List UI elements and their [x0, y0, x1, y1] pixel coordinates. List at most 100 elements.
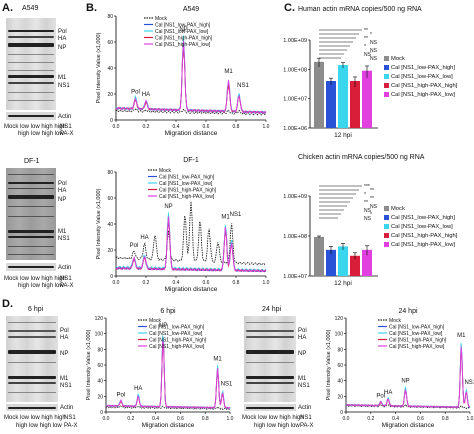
bar-y-tick-label: 1.00E+08 — [283, 234, 307, 240]
bar-0 — [314, 61, 324, 129]
d2-gel-label-ha: HA — [298, 335, 307, 341]
bar-legend-label-4: Cal [NS1_high-PAX_low] — [391, 242, 455, 248]
legend-label-1: Cal [NS1_low-PAX_high] — [159, 175, 215, 181]
x-tick-label: 1.0 — [227, 416, 234, 422]
y-tick-label: 40 — [337, 379, 343, 385]
gel-24hpi — [244, 316, 296, 402]
bar-2 — [338, 65, 348, 128]
y-tick-label: 60 — [107, 40, 113, 46]
y-tick-label: 0 — [100, 410, 103, 416]
gel-pax-row: PA-X — [60, 131, 74, 137]
legend-label-2: Cal [NS1_low-PAX_low] — [155, 29, 209, 35]
legend-label-4: Cal [NS1_high-PAX_low] — [389, 344, 445, 350]
d-gel-row1: Mock low low high high — [4, 415, 66, 421]
x-tick-label: 1.0 — [263, 124, 270, 130]
y-tick-label: 60 — [107, 196, 113, 202]
x-axis-label: Migration distance — [165, 286, 218, 293]
y-tick-label: 100 — [95, 332, 104, 338]
gel-df1 — [6, 168, 56, 260]
trace-chart-a549: A549 0 20 40 60 80 0.0 0.2 0.4 0.6 0.8 1.0 Migration… — [96, 6, 270, 137]
bar-1 — [326, 81, 336, 128]
trace-chart-6hpi: 6 hpi 0 20 40 60 80 100 120 0.0 0.2 0.4 0.6 0.8 1.0 Mi… — [86, 308, 234, 429]
panel-b-letter: B. — [86, 2, 97, 14]
legend-label-4: Cal [NS1_high-PAX_low] — [155, 42, 211, 48]
d-gel-label-actin: Actin — [60, 405, 74, 411]
peak-label-np: NP — [159, 323, 167, 329]
legend-label-3: Cal [NS1_high-PAX_high] — [159, 188, 217, 194]
d2-gel-row1: Mock low low high high — [242, 415, 304, 421]
bar-title-human: Human actin mRNA copies/500 ng RNA — [298, 6, 422, 13]
bar-3 — [350, 255, 360, 276]
y-tick-label: 80 — [97, 347, 103, 353]
peak-label-ns1: NS1 — [464, 380, 474, 386]
x-tick-label: 0.2 — [143, 280, 150, 286]
peak-label-m1: M1 — [457, 333, 466, 339]
gel-row1: Mock low low high high — [4, 124, 66, 130]
d2-gel-label-np: NP — [298, 351, 307, 357]
y-tick-label: 60 — [337, 363, 343, 369]
bar-title-chicken: Chicken actin mRNA copies/500 ng RNA — [298, 154, 425, 161]
trace-line-3 — [105, 342, 231, 409]
y-tick-label: 60 — [97, 363, 103, 369]
d2-gel-ns1-row: NS1 — [300, 415, 312, 421]
sig-label-6: NS — [364, 208, 372, 214]
panel-d-letter: D. — [2, 298, 13, 310]
legend-label-0: Mock — [149, 318, 161, 324]
x-tick-label: 0.2 — [127, 416, 134, 422]
legend-label-0: Mock — [389, 318, 401, 324]
sig-label-1: * — [370, 32, 372, 38]
y-tick-label: 120 — [95, 316, 104, 322]
peak-label-np: NP — [401, 378, 409, 384]
trace-line-1 — [115, 40, 267, 114]
x-axis-label: Migration distance — [382, 422, 435, 429]
gel-actin-df1 — [6, 263, 56, 271]
legend-label-2: Cal [NS1_low-PAX_low] — [149, 331, 203, 337]
sig-label-5: NS — [370, 204, 378, 210]
trace-line-4 — [345, 346, 471, 409]
gel-df1-label-m1: M1 — [58, 229, 67, 235]
trace-line-4 — [115, 216, 267, 273]
peak-label-ns1: NS1 — [237, 83, 249, 89]
legend-label-4: Cal [NS1_high-PAX_low] — [149, 344, 205, 350]
d2-gel-label-actin: Actin — [298, 405, 312, 411]
bar-legend-swatch-4 — [384, 242, 389, 247]
gel-df1-row2: high low high low — [18, 283, 64, 289]
sig-label-5: NS — [370, 48, 378, 54]
bar-legend-swatch-0 — [384, 56, 389, 61]
trace-line-0 — [105, 405, 230, 410]
y-tick-label: 100 — [335, 332, 344, 338]
trace-title: 6 hpi — [160, 308, 176, 315]
gel-df1-label-pol: Pol — [58, 181, 67, 187]
bar-legend-swatch-2 — [384, 74, 389, 79]
legend-label-1: Cal [NS1_low-PAX_high] — [155, 23, 211, 29]
x-tick-label: 0.4 — [392, 416, 399, 422]
y-tick-label: 40 — [107, 222, 113, 228]
trace-line-0 — [345, 404, 470, 409]
trace-line-4 — [115, 40, 267, 114]
bar-y-tick-label: 1.00E+06 — [283, 126, 307, 132]
bar-legend-swatch-2 — [384, 224, 389, 229]
bar-0 — [314, 236, 324, 276]
peak-label-pol: Pol — [131, 90, 140, 96]
trace-line-1 — [345, 344, 471, 409]
d-gel-row2: high low high low — [16, 423, 62, 429]
x-tick-label: 1.0 — [467, 416, 474, 422]
bar-legend-label-3: Cal [NS1_high-PAX_high] — [391, 83, 458, 89]
peak-label-np: NP — [164, 204, 172, 210]
bar-legend-label-3: Cal [NS1_high-PAX_high] — [391, 233, 458, 239]
x-tick-label: 1.0 — [263, 280, 270, 286]
y-tick-label: 120 — [335, 316, 344, 322]
trace-title: 24 hpi — [398, 308, 418, 315]
trace-line-3 — [115, 218, 267, 273]
y-tick-label: 80 — [107, 14, 113, 20]
d-gel-label-np: NP — [60, 351, 69, 357]
gel-df1-label-ha: HA — [58, 188, 67, 194]
bar-legend-swatch-0 — [384, 206, 389, 211]
trace-line-0 — [115, 201, 267, 266]
gel-ns1-row: NS1 — [60, 124, 72, 130]
bar-y-tick-label: 1.00E+09 — [283, 194, 307, 200]
y-axis-label: Pixel Intensity Value (x1,000) — [96, 32, 102, 103]
gel-6hpi — [6, 316, 58, 402]
y-tick-label: 80 — [107, 170, 113, 176]
x-tick-label: 0.6 — [177, 416, 184, 422]
